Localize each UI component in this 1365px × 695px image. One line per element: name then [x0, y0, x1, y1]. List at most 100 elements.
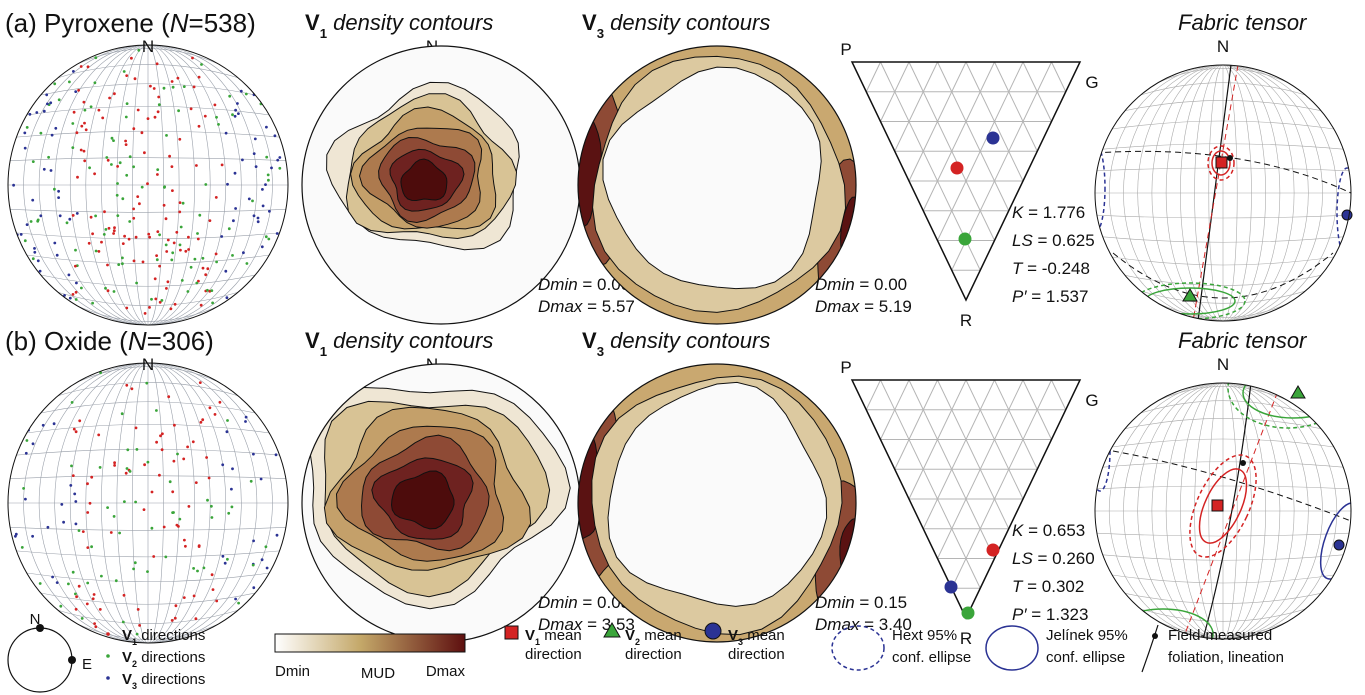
direction-dot — [160, 448, 164, 452]
v1-contours — [326, 81, 520, 251]
direction-dot — [138, 202, 141, 206]
direction-dot — [118, 531, 121, 535]
v1-title-part: V — [305, 10, 320, 35]
direction-dot — [252, 58, 256, 62]
param-part: P′ — [1012, 287, 1027, 306]
direction-dot — [206, 267, 210, 271]
direction-dot — [19, 405, 22, 409]
direction-dot — [48, 60, 52, 64]
parallel — [26, 423, 270, 434]
legend-direction: V2 directions — [122, 649, 205, 669]
direction-dot — [231, 381, 234, 385]
direction-dot — [31, 198, 35, 202]
direction-dot — [93, 622, 96, 625]
direction-dot — [37, 367, 40, 371]
parallel — [16, 550, 280, 558]
direction-dot — [158, 300, 162, 304]
grid-line — [1051, 61, 1067, 92]
direction-dot — [125, 74, 129, 77]
direction-dot — [254, 625, 258, 629]
direction-dot — [171, 189, 174, 193]
direction-dot — [114, 579, 118, 583]
grid-line — [865, 379, 881, 410]
direction-dot — [230, 487, 233, 491]
legend-jelinek: conf. ellipse — [1046, 649, 1125, 666]
direction-dot — [36, 219, 40, 223]
direction-dot — [220, 235, 224, 238]
direction-dot — [143, 463, 147, 467]
contour-outline — [577, 363, 857, 643]
direction-dot — [266, 173, 270, 177]
parallel — [77, 305, 219, 322]
direction-dot — [53, 69, 56, 73]
param-part: = 0.260 — [1033, 549, 1095, 568]
direction-dot — [134, 500, 138, 504]
direction-dot — [39, 214, 43, 218]
direction-dot — [150, 490, 154, 494]
direction-dot — [136, 108, 140, 112]
direction-dot — [254, 165, 258, 169]
direction-dot — [187, 505, 191, 508]
direction-dot — [256, 220, 260, 224]
direction-dot — [90, 545, 93, 549]
grid-line — [880, 61, 910, 122]
direction-dot — [192, 594, 196, 598]
direction-dot — [72, 110, 76, 114]
v3-mean — [1341, 209, 1353, 221]
direction-dot — [265, 566, 269, 570]
direction-dot — [76, 175, 79, 179]
direction-dot — [274, 453, 278, 457]
direction-dot — [244, 92, 248, 96]
direction-dot — [116, 165, 119, 168]
param-part: = 1.537 — [1027, 287, 1089, 306]
parallel — [10, 209, 286, 213]
v3-dmin-part: = 0.00 — [855, 275, 907, 294]
direction-dot — [31, 534, 34, 538]
direction-dot — [133, 561, 137, 565]
legend-hext-part: conf. ellipse — [892, 649, 971, 666]
direction-dot — [252, 152, 256, 156]
legend-mean-part: 3 — [738, 637, 743, 647]
ternary-point — [944, 580, 958, 594]
direction-dot — [233, 114, 237, 118]
field-point — [1227, 155, 1233, 161]
direction-dot — [262, 591, 266, 595]
direction-dot — [106, 263, 109, 267]
direction-dot — [69, 484, 73, 487]
direction-dot — [155, 440, 159, 444]
net-outline — [1094, 382, 1352, 640]
direction-dot — [92, 593, 96, 596]
foliation — [1202, 383, 1252, 639]
parallel — [10, 475, 286, 479]
v3-dmin: Dmin = 0.15 — [815, 593, 907, 612]
direction-dot — [236, 102, 239, 105]
direction-dot — [198, 213, 202, 217]
legend-hext-part: Hext 95% — [892, 627, 957, 644]
direction-dot — [71, 293, 75, 296]
direction-dot — [208, 406, 212, 410]
direction-dot — [88, 501, 92, 505]
grid-line — [937, 61, 1010, 211]
legend-mean-part: direction — [728, 646, 785, 663]
direction-dot — [31, 160, 35, 164]
parallel — [1124, 418, 1322, 430]
direction-dot — [32, 284, 35, 288]
direction-dot — [200, 63, 203, 66]
legend-mean-part: 1 — [535, 637, 540, 647]
v1-title-part: density contours — [327, 328, 493, 353]
direction-dot — [197, 75, 201, 79]
direction-dot — [231, 254, 234, 257]
direction-dot — [75, 595, 78, 599]
direction-dot — [224, 269, 228, 273]
grid-line — [922, 61, 995, 211]
direction-dot — [77, 529, 81, 532]
direction-dot — [91, 597, 95, 601]
direction-dot — [97, 250, 101, 253]
direction-dot — [112, 232, 115, 235]
direction-dot — [45, 93, 49, 97]
stereonet-grid — [1095, 383, 1351, 639]
grid-line — [865, 61, 881, 92]
direction-dot — [174, 604, 178, 608]
direction-dot — [128, 220, 132, 223]
